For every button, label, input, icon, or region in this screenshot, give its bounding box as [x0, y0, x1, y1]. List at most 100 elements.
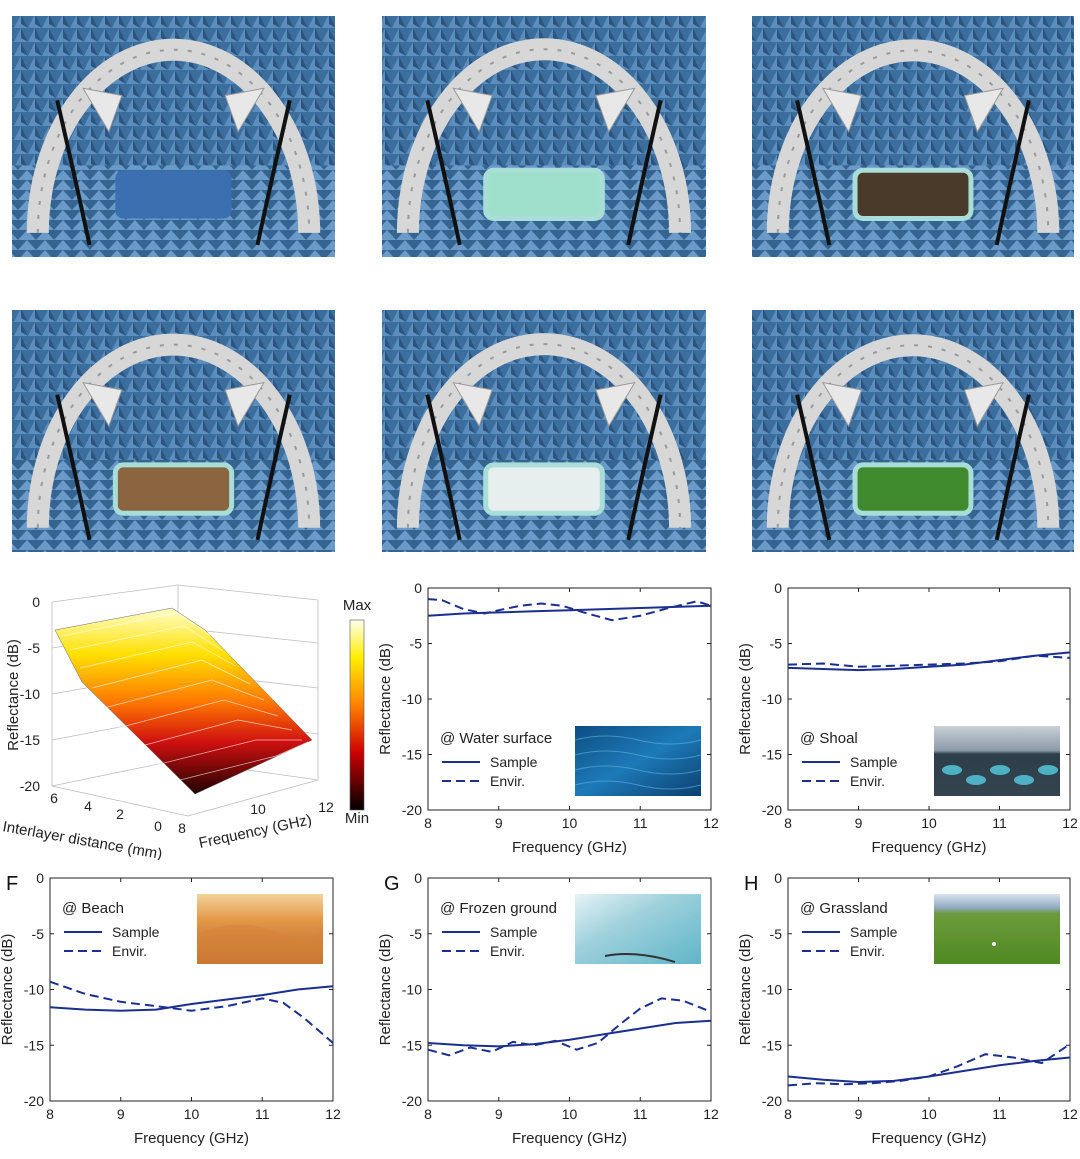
horn-antenna: [224, 87, 265, 133]
surface-ztick: -15: [20, 732, 40, 748]
scene-inset-image: [934, 726, 1060, 796]
x-tick-label: 9: [855, 815, 863, 831]
horn-antenna: [821, 381, 863, 428]
panel-letter: F: [6, 873, 18, 895]
y-tick-label: -5: [410, 636, 423, 652]
plot-frame: [49, 877, 334, 1102]
y-tick-label: 0: [774, 580, 782, 596]
scene-annotation: @ Frozen ground: [440, 900, 557, 917]
sample-tray: [112, 462, 235, 516]
horn-antenna: [452, 87, 493, 133]
y-tick-label: -15: [402, 1037, 422, 1053]
y-tick-label: 0: [414, 870, 422, 886]
x-tick-label: 11: [633, 815, 648, 831]
y-tick-label: -10: [24, 982, 44, 998]
horn-antenna: [595, 87, 636, 133]
legend-label-envir: Envir.: [850, 943, 885, 959]
series-line-sample: [787, 651, 1071, 672]
scene-annotation: @ Water surface: [440, 730, 552, 747]
x-tick-label: 8: [784, 815, 792, 831]
series-line-envir: [787, 654, 1071, 668]
x-tick-label: 8: [46, 1106, 54, 1122]
x-tick-label: 9: [495, 815, 503, 831]
x-axis-label: Frequency (GHz): [512, 839, 627, 856]
plot-frame: [787, 877, 1071, 1102]
horn-antenna: [821, 87, 863, 133]
surface-xtick: 12: [318, 799, 334, 815]
plot-frame: [787, 587, 1071, 811]
scene-inset-image: [197, 894, 323, 964]
series-line-envir: [49, 980, 334, 1044]
x-tick-label: 9: [495, 1106, 503, 1122]
plot-frame: [427, 877, 712, 1102]
sample-tray: [483, 462, 605, 516]
y-tick-label: -15: [24, 1037, 44, 1053]
sample-tray: [115, 170, 232, 219]
legend-label-sample: Sample: [490, 924, 538, 940]
series-line-envir: [427, 598, 712, 622]
x-tick-label: 12: [1062, 1106, 1078, 1122]
x-tick-label: 11: [255, 1106, 270, 1122]
x-axis-label: Frequency (GHz): [871, 839, 986, 856]
line-chart-shoal: 8 9 10 11 12 0 -5 -10 -15 -20 Frequency (GHz) Refle…: [737, 580, 1078, 856]
y-tick-label: -5: [410, 926, 423, 942]
y-tick-label: -10: [762, 691, 782, 707]
legend-label-sample: Sample: [850, 754, 898, 770]
horn-antenna: [224, 381, 265, 428]
x-tick-label: 10: [921, 1106, 937, 1122]
legend-label-envir: Envir.: [490, 943, 525, 959]
x-tick-label: 11: [992, 815, 1007, 831]
y-tick-label: -20: [402, 1093, 422, 1109]
series-line-sample: [49, 985, 334, 1012]
x-tick-label: 8: [784, 1106, 792, 1122]
plot-frame: [427, 587, 712, 811]
y-tick-label: -15: [762, 747, 782, 763]
legend-label-envir: Envir.: [112, 943, 147, 959]
reflectance-surface: [54, 607, 313, 795]
panel-letter: H: [744, 873, 758, 895]
photo-grassland: [752, 310, 1074, 552]
y-tick-label: 0: [414, 580, 422, 596]
surface-ytick: 0: [154, 818, 162, 834]
surface-ztick: 0: [32, 594, 40, 610]
y-axis-label: Reflectance (dB): [737, 643, 754, 755]
sample-tray: [483, 167, 605, 221]
surface-ytick: 4: [84, 798, 92, 814]
y-axis-label: Reflectance (dB): [377, 934, 394, 1046]
surface-plot-panel: 0 -5 -10 -15 -20 6 4 2 0 8 10 12 Reflect…: [1, 584, 372, 860]
scene-annotation: @ Shoal: [800, 730, 858, 747]
y-axis-label: Reflectance (dB): [737, 934, 754, 1046]
y-tick-label: -10: [402, 691, 422, 707]
x-tick-label: 12: [703, 815, 719, 831]
x-axis-label: Frequency (GHz): [871, 1130, 986, 1147]
x-tick-label: 8: [424, 815, 432, 831]
y-tick-label: 0: [774, 870, 782, 886]
photo-grid: [12, 16, 1074, 552]
x-tick-label: 10: [562, 1106, 578, 1122]
colorbar: [349, 619, 365, 811]
x-tick-label: 8: [424, 1106, 432, 1122]
surface-ylabel: Interlayer distance (mm): [1, 818, 163, 860]
photo-frozen-ground: [382, 310, 706, 552]
x-axis-label: Frequency (GHz): [512, 1130, 627, 1147]
x-tick-label: 9: [117, 1106, 125, 1122]
line-chart-beach: 8 9 10 11 12 0 -5 -10 -15 -20 Frequency (GHz) Refle…: [0, 870, 341, 1147]
legend-label-sample: Sample: [850, 924, 898, 940]
horn-antenna: [82, 87, 123, 133]
photo-empty-chamber: [12, 16, 335, 257]
horn-antenna: [595, 381, 636, 428]
series-line-envir: [427, 997, 712, 1057]
series-line-envir: [787, 1043, 1071, 1087]
photo-beach: [12, 310, 335, 552]
horn-antenna: [963, 87, 1005, 133]
y-tick-label: -20: [762, 1093, 782, 1109]
scene-annotation: @ Grassland: [800, 900, 888, 917]
x-tick-label: 10: [562, 815, 578, 831]
y-tick-label: -20: [402, 802, 422, 818]
horn-antenna: [963, 381, 1005, 428]
y-tick-label: -20: [24, 1093, 44, 1109]
scene-inset-image: [934, 894, 1060, 964]
surface-ztick: -20: [20, 778, 40, 794]
legend-label-envir: Envir.: [850, 773, 885, 789]
surface-ytick: 6: [50, 790, 58, 806]
